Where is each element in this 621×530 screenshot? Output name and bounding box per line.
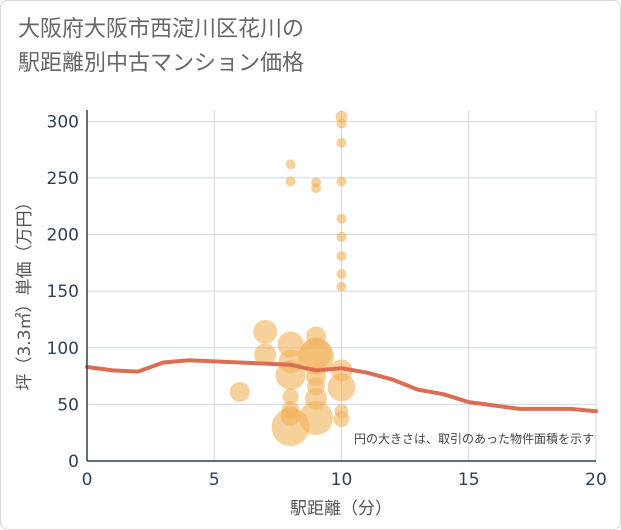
chart-title: 大阪府大阪市西淀川区花川の 駅距離別中古マンション価格 bbox=[18, 13, 304, 81]
data-point bbox=[298, 338, 335, 375]
data-point bbox=[336, 251, 347, 262]
y-axis-title: 坪（3.3㎡）単価（万円） bbox=[15, 193, 35, 390]
y-tick-label: 100 bbox=[47, 339, 79, 359]
data-point bbox=[311, 183, 322, 194]
data-point bbox=[336, 118, 347, 129]
y-tick-label: 250 bbox=[47, 169, 79, 189]
y-tick-label: 50 bbox=[57, 395, 79, 415]
data-point bbox=[253, 319, 278, 344]
x-tick-label: 20 bbox=[585, 470, 607, 490]
data-point bbox=[299, 400, 334, 435]
x-tick-label: 5 bbox=[209, 470, 220, 490]
data-point bbox=[336, 281, 347, 292]
data-point bbox=[254, 343, 277, 366]
trend-line bbox=[85, 358, 598, 414]
x-tick-label: 10 bbox=[331, 470, 353, 490]
trend-series bbox=[85, 358, 598, 414]
size-note: 円の大きさは、取引のあった物件面積を示す bbox=[354, 431, 594, 446]
chart-title-line-1: 大阪府大阪市西淀川区花川の bbox=[18, 17, 305, 42]
data-point bbox=[282, 388, 299, 405]
x-tick-label: 0 bbox=[82, 470, 93, 490]
y-tick-label: 300 bbox=[47, 112, 79, 132]
data-point bbox=[285, 176, 296, 187]
x-tick-label: 15 bbox=[458, 470, 480, 490]
y-tick-label: 200 bbox=[47, 226, 79, 246]
y-tick-label: 150 bbox=[47, 282, 79, 302]
chart-title-line-2: 駅距離別中古マンション価格 bbox=[18, 51, 305, 76]
x-axis-title: 駅距離（分） bbox=[290, 499, 392, 519]
data-point bbox=[333, 411, 350, 428]
data-point bbox=[336, 176, 347, 187]
data-point bbox=[327, 373, 356, 402]
data-point bbox=[277, 331, 304, 358]
axes: 0 50 100 150 200 250 300 0 5 10 15 20 bbox=[47, 110, 607, 490]
data-point bbox=[336, 213, 347, 224]
bubble-series bbox=[229, 110, 356, 447]
data-point bbox=[285, 159, 296, 170]
data-point bbox=[336, 231, 347, 242]
data-point bbox=[336, 269, 347, 280]
y-tick-label: 0 bbox=[68, 452, 79, 472]
data-point bbox=[229, 381, 250, 402]
data-point bbox=[336, 137, 347, 148]
